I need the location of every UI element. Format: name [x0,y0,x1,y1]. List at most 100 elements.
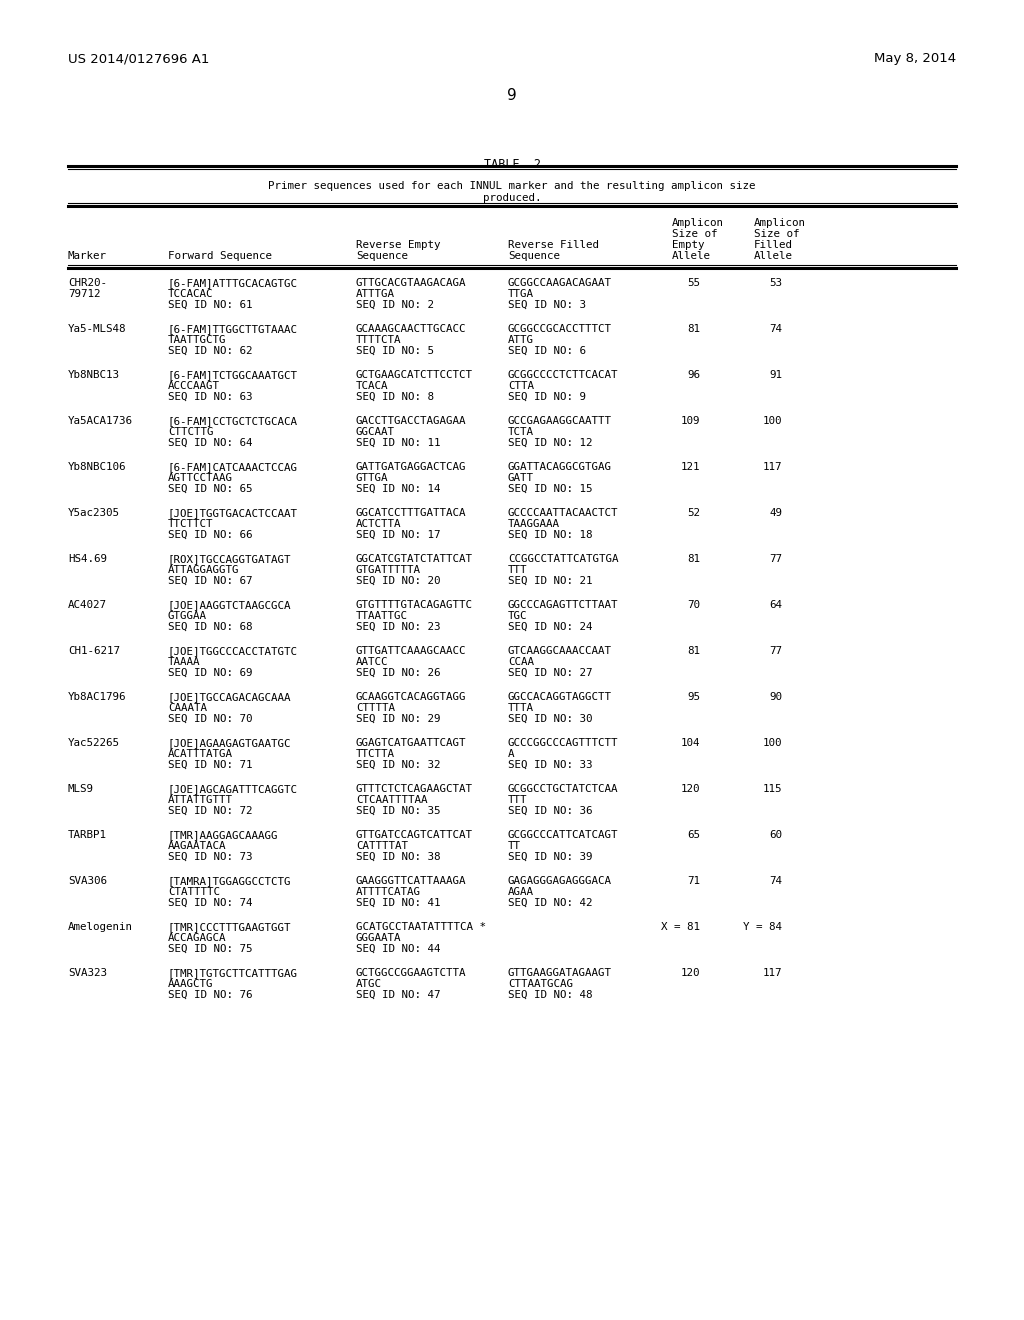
Text: SVA323: SVA323 [68,968,106,978]
Text: Amelogenin: Amelogenin [68,921,133,932]
Text: SEQ ID NO: 11: SEQ ID NO: 11 [356,438,440,447]
Text: 49: 49 [769,508,782,517]
Text: CTTTTA: CTTTTA [356,704,395,713]
Text: GGCATCCTTTGATTACA: GGCATCCTTTGATTACA [356,508,467,517]
Text: SEQ ID NO: 14: SEQ ID NO: 14 [356,484,440,494]
Text: GGCCCAGAGTTCTTAAT: GGCCCAGAGTTCTTAAT [508,601,618,610]
Text: produced.: produced. [482,193,542,203]
Text: GGAGTCATGAATTCAGT: GGAGTCATGAATTCAGT [356,738,467,748]
Text: GCTGAAGCATCTTCCTCT: GCTGAAGCATCTTCCTCT [356,370,473,380]
Text: SEQ ID NO: 3: SEQ ID NO: 3 [508,300,586,310]
Text: CTTA: CTTA [508,381,534,391]
Text: Yb8AC1796: Yb8AC1796 [68,692,127,702]
Text: CAAATA: CAAATA [168,704,207,713]
Text: GACCTTGACCTAGAGAA: GACCTTGACCTAGAGAA [356,416,467,426]
Text: Forward Sequence: Forward Sequence [168,251,272,261]
Text: 55: 55 [687,279,700,288]
Text: ATTAGGAGGTG: ATTAGGAGGTG [168,565,240,576]
Text: A: A [508,748,514,759]
Text: CCGGCCTATTCATGTGA: CCGGCCTATTCATGTGA [508,554,618,564]
Text: 64: 64 [769,601,782,610]
Text: 117: 117 [763,968,782,978]
Text: SEQ ID NO: 24: SEQ ID NO: 24 [508,622,593,632]
Text: GCATGCCTAATATTTTCA *: GCATGCCTAATATTTTCA * [356,921,486,932]
Text: ATGC: ATGC [356,979,382,989]
Text: GTGATTTTTA: GTGATTTTTA [356,565,421,576]
Text: ATTG: ATTG [508,335,534,345]
Text: Filled: Filled [754,240,793,249]
Text: SEQ ID NO: 72: SEQ ID NO: 72 [168,807,253,816]
Text: US 2014/0127696 A1: US 2014/0127696 A1 [68,51,209,65]
Text: Amplicon: Amplicon [754,218,806,228]
Text: MLS9: MLS9 [68,784,94,795]
Text: 96: 96 [687,370,700,380]
Text: TTCTTA: TTCTTA [356,748,395,759]
Text: SEQ ID NO: 35: SEQ ID NO: 35 [356,807,440,816]
Text: Yb8NBC106: Yb8NBC106 [68,462,127,473]
Text: TTT: TTT [508,565,527,576]
Text: 74: 74 [769,323,782,334]
Text: SEQ ID NO: 21: SEQ ID NO: 21 [508,576,593,586]
Text: Yac52265: Yac52265 [68,738,120,748]
Text: AGTTCCTAAG: AGTTCCTAAG [168,473,233,483]
Text: TTCTTCT: TTCTTCT [168,519,213,529]
Text: TCTA: TCTA [508,426,534,437]
Text: 52: 52 [687,508,700,517]
Text: SEQ ID NO: 48: SEQ ID NO: 48 [508,990,593,1001]
Text: TTGA: TTGA [508,289,534,300]
Text: 120: 120 [681,784,700,795]
Text: ACCAGAGCA: ACCAGAGCA [168,933,226,942]
Text: [TMR]CCCTTTGAAGTGGT: [TMR]CCCTTTGAAGTGGT [168,921,292,932]
Text: CH1-6217: CH1-6217 [68,645,120,656]
Text: SEQ ID NO: 23: SEQ ID NO: 23 [356,622,440,632]
Text: GTTGCACGTAAGACAGA: GTTGCACGTAAGACAGA [356,279,467,288]
Text: HS4.69: HS4.69 [68,554,106,564]
Text: SEQ ID NO: 71: SEQ ID NO: 71 [168,760,253,770]
Text: AAGAATACA: AAGAATACA [168,841,226,851]
Text: 109: 109 [681,416,700,426]
Text: Empty: Empty [672,240,705,249]
Text: SEQ ID NO: 42: SEQ ID NO: 42 [508,898,593,908]
Text: TTTTCTA: TTTTCTA [356,335,401,345]
Text: X = 81: X = 81 [662,921,700,932]
Text: SVA306: SVA306 [68,876,106,886]
Text: Allele: Allele [754,251,793,261]
Text: [TAMRA]TGGAGGCCTCTG: [TAMRA]TGGAGGCCTCTG [168,876,292,886]
Text: GGCCACAGGTAGGCTT: GGCCACAGGTAGGCTT [508,692,612,702]
Text: SEQ ID NO: 63: SEQ ID NO: 63 [168,392,253,403]
Text: SEQ ID NO: 20: SEQ ID NO: 20 [356,576,440,586]
Text: SEQ ID NO: 26: SEQ ID NO: 26 [356,668,440,678]
Text: GCGGCCCCTCTTCACAT: GCGGCCCCTCTTCACAT [508,370,618,380]
Text: SEQ ID NO: 30: SEQ ID NO: 30 [508,714,593,723]
Text: Reverse Filled: Reverse Filled [508,240,599,249]
Text: 77: 77 [769,645,782,656]
Text: Y5ac2305: Y5ac2305 [68,508,120,517]
Text: GCGGCCAAGACAGAAT: GCGGCCAAGACAGAAT [508,279,612,288]
Text: SEQ ID NO: 6: SEQ ID NO: 6 [508,346,586,356]
Text: SEQ ID NO: 8: SEQ ID NO: 8 [356,392,434,403]
Text: 60: 60 [769,830,782,840]
Text: [JOE]TGGCCCACCTATGTC: [JOE]TGGCCCACCTATGTC [168,645,298,656]
Text: Primer sequences used for each INNUL marker and the resulting amplicon size: Primer sequences used for each INNUL mar… [268,181,756,191]
Text: SEQ ID NO: 44: SEQ ID NO: 44 [356,944,440,954]
Text: [6-FAM]ATTTGCACAGTGC: [6-FAM]ATTTGCACAGTGC [168,279,298,288]
Text: AGAA: AGAA [508,887,534,898]
Text: 53: 53 [769,279,782,288]
Text: GTCAAGGCAAACCAAT: GTCAAGGCAAACCAAT [508,645,612,656]
Text: 9: 9 [507,88,517,103]
Text: 120: 120 [681,968,700,978]
Text: [JOE]TGGTGACACTCCAAT: [JOE]TGGTGACACTCCAAT [168,508,298,517]
Text: ACTCTTA: ACTCTTA [356,519,401,529]
Text: GCCCCAATTACAACTCT: GCCCCAATTACAACTCT [508,508,618,517]
Text: CTTAATGCAG: CTTAATGCAG [508,979,573,989]
Text: Yb8NBC13: Yb8NBC13 [68,370,120,380]
Text: SEQ ID NO: 47: SEQ ID NO: 47 [356,990,440,1001]
Text: 90: 90 [769,692,782,702]
Text: [JOE]AAGGTCTAAGCGCA: [JOE]AAGGTCTAAGCGCA [168,601,292,610]
Text: SEQ ID NO: 36: SEQ ID NO: 36 [508,807,593,816]
Text: SEQ ID NO: 61: SEQ ID NO: 61 [168,300,253,310]
Text: 77: 77 [769,554,782,564]
Text: [JOE]TGCCAGACAGCAAA: [JOE]TGCCAGACAGCAAA [168,692,292,702]
Text: GCGGCCTGCTATCTCAA: GCGGCCTGCTATCTCAA [508,784,618,795]
Text: SEQ ID NO: 74: SEQ ID NO: 74 [168,898,253,908]
